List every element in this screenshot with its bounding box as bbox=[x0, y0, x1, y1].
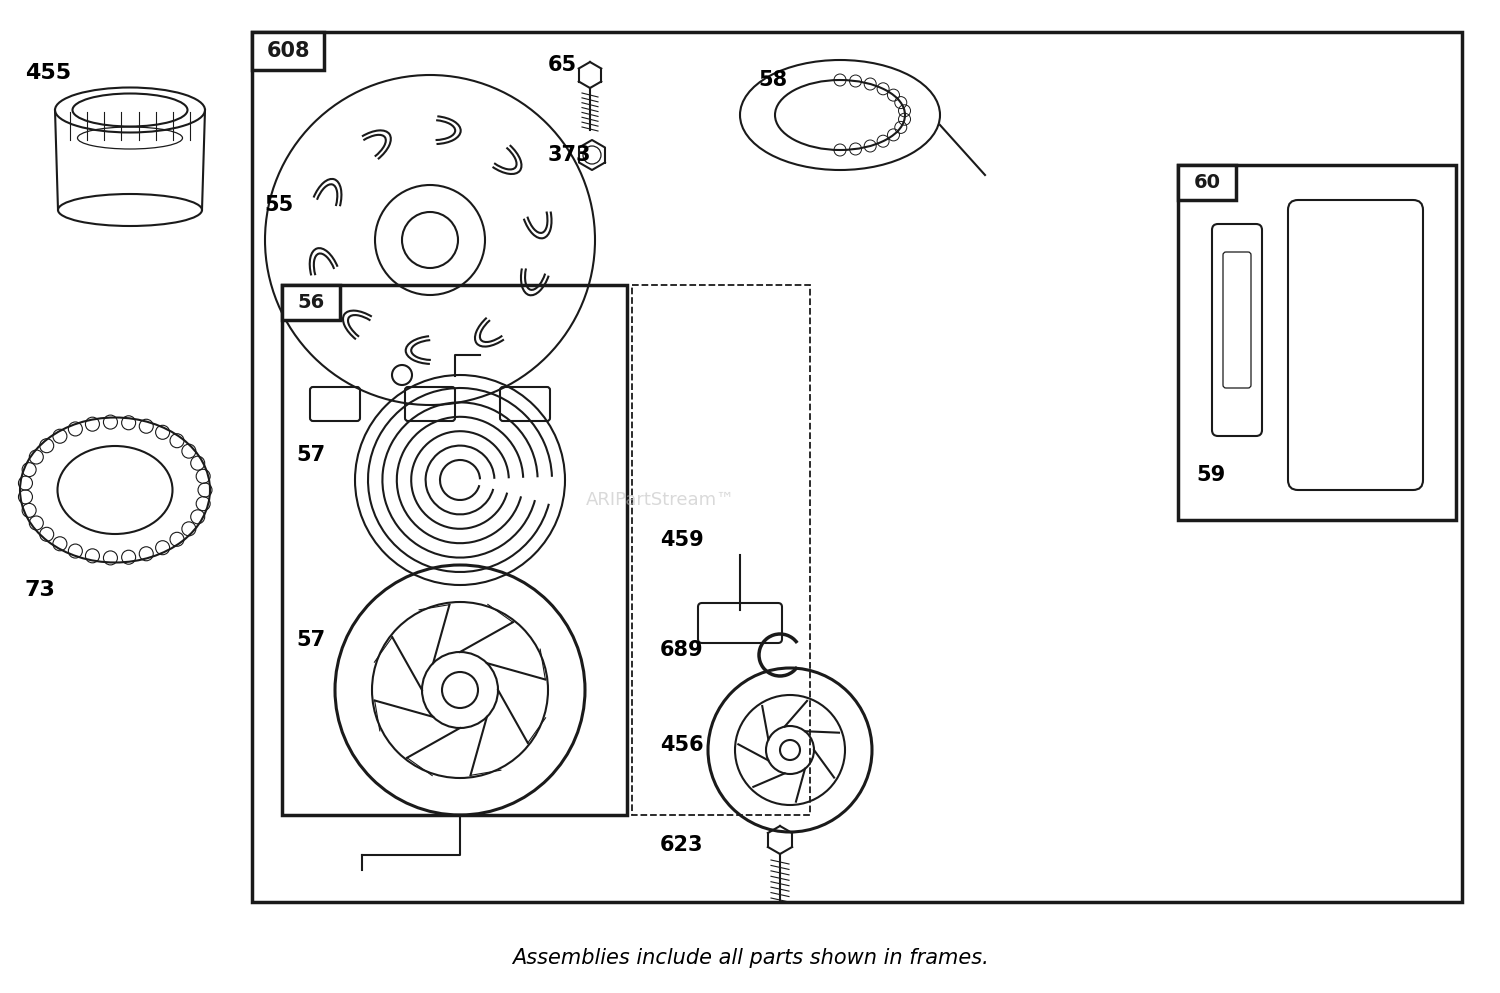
Bar bbox=[282, 285, 340, 320]
Text: 57: 57 bbox=[296, 630, 326, 650]
Text: 623: 623 bbox=[660, 835, 704, 855]
Text: 73: 73 bbox=[26, 580, 56, 600]
Bar bbox=[252, 32, 1462, 902]
Text: ARIPartStream™: ARIPartStream™ bbox=[585, 491, 735, 509]
Text: 373: 373 bbox=[548, 145, 591, 165]
Text: 456: 456 bbox=[660, 735, 704, 755]
Text: 608: 608 bbox=[267, 41, 309, 61]
Text: 455: 455 bbox=[26, 63, 70, 83]
Bar bbox=[282, 285, 627, 815]
Text: 65: 65 bbox=[548, 55, 578, 75]
Bar bbox=[252, 32, 324, 70]
Bar bbox=[632, 285, 810, 815]
Text: 58: 58 bbox=[758, 70, 788, 90]
Text: 689: 689 bbox=[660, 640, 704, 660]
Text: 57: 57 bbox=[296, 445, 326, 465]
Text: Assemblies include all parts shown in frames.: Assemblies include all parts shown in fr… bbox=[512, 948, 988, 968]
Text: 60: 60 bbox=[1194, 173, 1221, 192]
Bar bbox=[1178, 165, 1236, 200]
Text: 56: 56 bbox=[297, 293, 324, 312]
Bar bbox=[1178, 165, 1456, 520]
Text: 55: 55 bbox=[264, 195, 294, 215]
Text: 459: 459 bbox=[660, 530, 704, 550]
Text: 59: 59 bbox=[1196, 465, 1225, 485]
